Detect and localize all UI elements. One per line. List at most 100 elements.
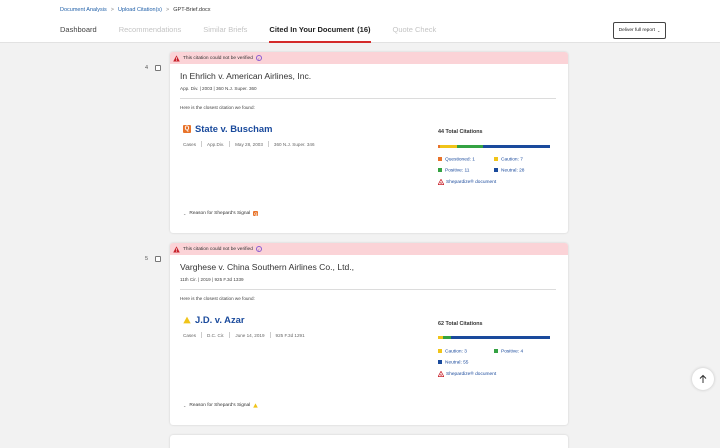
tab-similar-briefs: Similar Briefs [203, 24, 247, 43]
tab-cited-in-your-document[interactable]: Cited In Your Document (16) [269, 24, 371, 43]
meta-divider [269, 332, 271, 338]
row-number: 5 [145, 256, 149, 262]
reason-label: Reason for Shepard's Signal [189, 211, 251, 216]
legend-positive[interactable]: Positive: 11 [438, 168, 469, 173]
tab-bar: Dashboard Recommendations Similar Briefs… [60, 24, 458, 43]
tab-label: Recommendations [118, 25, 182, 34]
legend-caution[interactable]: Caution: 3 [438, 349, 467, 354]
warning-text: This citation could not be verified [183, 55, 253, 61]
positive-swatch [438, 168, 442, 172]
chevron-down-icon: ⌄ [183, 403, 187, 408]
shepardize-label: Shepardize® document [446, 179, 497, 185]
bar-segment-positive [443, 336, 451, 339]
legend-label: Caution: 7 [501, 157, 523, 163]
questioned-swatch [438, 157, 442, 161]
breadcrumb-upload-citations[interactable]: Upload Citation(s) [118, 7, 163, 13]
tab-count: (16) [357, 25, 371, 34]
row-number: 4 [145, 65, 149, 71]
chevron-down-icon: ⌄ [183, 211, 187, 216]
meta-type: Cases [183, 332, 197, 338]
citation-card: This citation could not be verified i Va… [170, 243, 568, 425]
info-icon[interactable]: i [255, 55, 262, 61]
citation-distribution-bar [438, 336, 550, 339]
legend-positive[interactable]: Positive: 4 [494, 349, 523, 354]
result-case-link[interactable]: J.D. v. Azar [195, 314, 245, 325]
cited-case-meta: 11th Cir. | 2019 | 925 F.3d 1339 [180, 277, 244, 282]
caution-swatch [438, 349, 442, 353]
meta-divider [267, 141, 269, 147]
shepardize-label: Shepardize® document [446, 371, 497, 377]
warning-icon [173, 245, 180, 253]
shepardize-document-link[interactable]: S Shepardize® document [438, 371, 496, 377]
reason-label: Reason for Shepard's Signal [189, 403, 251, 408]
questioned-signal-icon: Q [183, 124, 191, 133]
breadcrumb-separator: > [166, 7, 170, 13]
scroll-to-top-button[interactable] [692, 368, 714, 390]
cited-case-meta: App. Div. | 2003 | 360 N.J. Super. 360 [180, 86, 257, 91]
tab-label: Dashboard [60, 25, 97, 34]
meta-court: App.Div. [207, 141, 225, 147]
row-checkbox[interactable] [155, 256, 161, 262]
legend-neutral[interactable]: Neutral: 28 [494, 168, 524, 173]
legend-label: Questioned: 1 [445, 157, 475, 163]
citation-card-partial [170, 435, 568, 448]
row-checkbox[interactable] [155, 65, 161, 71]
deliver-button-label: Deliver full report [618, 28, 655, 33]
meta-court: D.C. Cir. [207, 332, 225, 338]
svg-text:S: S [440, 181, 442, 185]
legend-questioned[interactable]: Questioned: 1 [438, 157, 475, 162]
meta-reporter: 360 N.J. Super. 346 [273, 141, 315, 147]
divider [180, 289, 556, 290]
warning-text: This citation could not be verified [183, 246, 253, 252]
caution-signal-icon [183, 316, 191, 323]
positive-swatch [494, 349, 498, 353]
arrow-up-icon [699, 374, 707, 383]
cited-case-title: Varghese v. China Southern Airlines Co.,… [180, 262, 355, 272]
top-bar: Document Analysis > Upload Citation(s) >… [0, 0, 720, 43]
neutral-swatch [494, 168, 498, 172]
reason-for-signal-toggle[interactable]: ⌄ Reason for Shepard's Signal [183, 403, 259, 408]
tab-label: Similar Briefs [203, 25, 248, 34]
breadcrumb: Document Analysis > Upload Citation(s) >… [60, 7, 211, 13]
warning-icon [173, 54, 180, 62]
citation-card: This citation could not be verified i In… [170, 52, 568, 233]
breadcrumb-current: GPT-Brief.docx [173, 7, 211, 13]
questioned-signal-icon: Q [253, 211, 259, 216]
closest-citation-label: Here is the closest citation we found: [180, 105, 255, 110]
shepard-signal-icon: S [438, 371, 444, 377]
meta-reporter: 925 F.3d 1291 [275, 332, 305, 338]
chevron-down-icon: ⌄ [656, 28, 661, 33]
meta-divider [229, 332, 231, 338]
tab-dashboard[interactable]: Dashboard [60, 24, 97, 43]
legend-label: Caution: 3 [445, 349, 467, 355]
result-case-title-row: Q State v. Buscham [183, 123, 272, 134]
result-case-meta: Cases D.C. Cir. June 14, 2019 925 F.3d 1… [183, 332, 305, 338]
tab-label: Quote Check [392, 25, 437, 34]
legend-label: Positive: 4 [501, 349, 524, 355]
svg-text:S: S [440, 373, 442, 377]
total-citations: 62 Total Citations [438, 321, 483, 327]
deliver-full-report-button[interactable]: Deliver full report ⌄ [613, 22, 666, 39]
shepardize-document-link[interactable]: S Shepardize® document [438, 179, 496, 185]
result-case-meta: Cases App.Div. May 28, 2003 360 N.J. Sup… [183, 141, 315, 147]
citation-distribution-bar [438, 145, 550, 148]
legend-caution[interactable]: Caution: 7 [494, 157, 523, 162]
caution-signal-icon [253, 403, 259, 408]
tab-label: Cited In Your Document [269, 25, 355, 34]
tab-quote-check: Quote Check [393, 24, 437, 43]
info-icon[interactable]: i [255, 246, 262, 252]
breadcrumb-separator: > [110, 7, 114, 13]
warning-banner: This citation could not be verified i [170, 243, 568, 255]
legend-label: Positive: 11 [445, 168, 470, 174]
bar-segment-questioned [438, 145, 441, 148]
bar-segment-positive [457, 145, 484, 148]
result-case-link[interactable]: State v. Buscham [195, 123, 273, 134]
breadcrumb-document-analysis[interactable]: Document Analysis [60, 7, 107, 13]
caution-swatch [494, 157, 498, 161]
legend-label: Neutral: 55 [445, 360, 469, 366]
warning-banner: This citation could not be verified i [170, 52, 568, 64]
bar-segment-neutral [483, 145, 550, 148]
reason-for-signal-toggle[interactable]: ⌄ Reason for Shepard's Signal Q [183, 211, 259, 216]
legend-neutral[interactable]: Neutral: 55 [438, 360, 468, 365]
total-citations: 44 Total Citations [438, 129, 483, 135]
